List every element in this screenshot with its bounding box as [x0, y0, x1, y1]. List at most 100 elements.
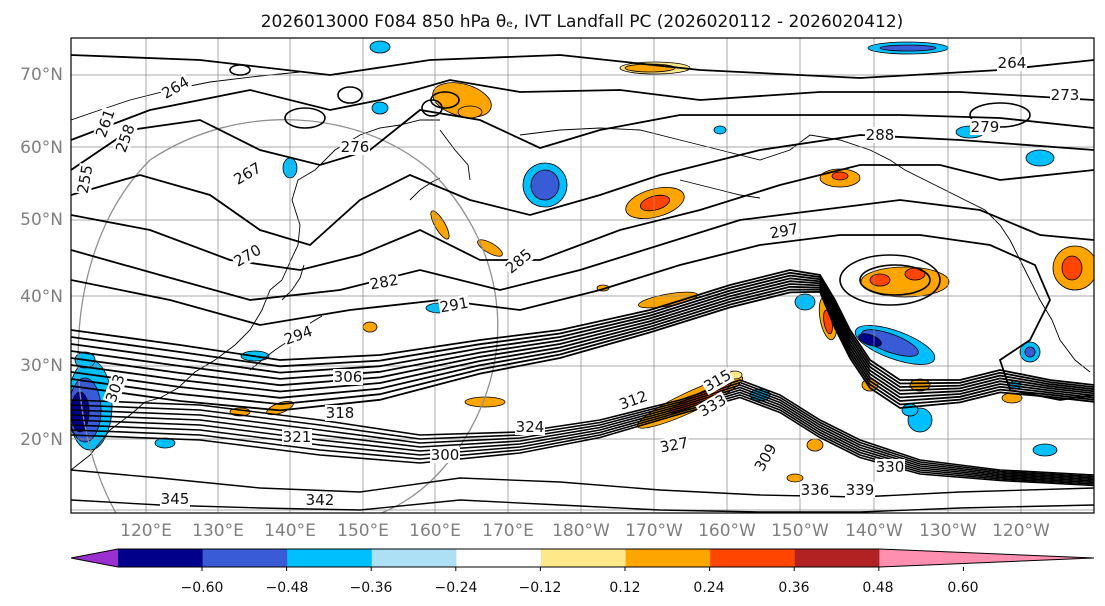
pc-anomaly-patch	[477, 239, 503, 257]
contour-label-halo	[74, 162, 96, 196]
contour-label-halo	[325, 405, 355, 421]
contour-label-halo	[970, 119, 1000, 135]
theta-e-contour	[71, 199, 1094, 301]
colorbar-segment	[794, 549, 880, 567]
lon-label: 130°W	[919, 521, 977, 541]
contour-label-halo	[751, 440, 781, 475]
pc-anomaly-patch	[713, 125, 727, 135]
colorbar-tick-labels: −0.60 −0.48 −0.36 −0.24 −0.12 0.12 0.24 …	[181, 580, 979, 596]
contour-label-halo	[282, 429, 312, 445]
theta-e-contour	[71, 109, 1094, 171]
colorbar-segment	[287, 549, 373, 567]
pc-anomaly-patch	[1032, 443, 1058, 457]
contour-label-halo	[515, 419, 545, 435]
contour-label: 324	[516, 418, 545, 436]
theta-e-contour	[71, 499, 1094, 513]
theta-e-contour	[71, 283, 1094, 399]
colorbar-segment	[371, 549, 457, 567]
contour-label: 291	[438, 294, 469, 317]
coastline	[71, 119, 440, 471]
contour-label: 321	[283, 428, 312, 446]
pc-anomaly-patch	[869, 273, 891, 287]
colorbar-tick-label: 0.36	[778, 580, 809, 596]
colorbar-tick-label: 0.60	[947, 580, 978, 596]
theta-e-contour	[71, 269, 1094, 386]
map-frame	[70, 37, 1095, 514]
theta-e-contour	[284, 107, 326, 129]
latitude-labels: 70°N 60°N 50°N 40°N 30°N 20°N	[20, 65, 63, 450]
theta-e-contour	[71, 274, 1094, 391]
pc-anomaly-patch	[806, 438, 824, 452]
lon-label: 160°W	[698, 521, 756, 541]
longitude-labels: 120°E 130°E 140°E 150°E 160°E 170°E 180°…	[120, 521, 1050, 541]
contour-label-halo	[845, 482, 875, 498]
contour-label: 318	[326, 404, 355, 422]
lat-label: 60°N	[20, 138, 63, 158]
pc-anomaly-patch	[371, 101, 389, 115]
pc-anomaly-patch	[858, 333, 882, 347]
contour-label: 330	[876, 458, 905, 476]
colorbar-tick-label: 0.24	[693, 580, 724, 596]
contour-label-halo	[158, 73, 193, 103]
theta-e-contour	[71, 277, 1094, 393]
pc-anomaly-patch	[530, 169, 560, 201]
lon-label: 140°E	[264, 521, 316, 541]
contour-label-halo	[657, 434, 691, 456]
pc-anomaly-patch	[786, 473, 804, 483]
map-panel: 2642672702642732762792852882972822912943…	[20, 37, 1095, 541]
contour-label-halo	[333, 369, 363, 385]
lat-label: 70°N	[20, 65, 63, 85]
colorbar-tick-label: −0.48	[266, 580, 309, 596]
theta-e-contour	[430, 91, 460, 109]
contour-label-halo	[92, 106, 118, 141]
pc-anomaly-patch	[879, 44, 937, 52]
theta-e-contour	[71, 288, 1094, 406]
contour-label-halo	[437, 294, 471, 316]
colorbar-tick-label: −0.36	[350, 580, 393, 596]
colorbar-outline	[70, 548, 1095, 568]
colorbar-segment	[625, 549, 711, 567]
contour-label-halo	[367, 271, 401, 293]
colorbar-tick-label: 0.12	[609, 580, 640, 596]
theta-e-contour	[71, 290, 1094, 412]
contour-label: 279	[971, 118, 1000, 136]
contour-label: 327	[658, 434, 689, 457]
contour-label: 342	[306, 491, 335, 509]
coastline	[439, 129, 471, 181]
pc-anomaly-patch	[369, 40, 391, 54]
contour-label-halo	[767, 220, 801, 242]
lon-label: 140°W	[845, 521, 903, 541]
lon-label: 120°E	[120, 521, 172, 541]
theta-e-contour	[859, 264, 931, 296]
contour-label: 297	[768, 220, 799, 243]
figure-title: 2026013000 F084 850 hPa θₑ, IVT Landfall…	[261, 12, 904, 32]
lon-label: 130°E	[192, 521, 244, 541]
theta-e-contour	[71, 285, 1094, 402]
contour-label: 300	[431, 446, 460, 464]
contour-label-halo	[865, 127, 895, 143]
colorbar-extend-max	[879, 549, 1094, 567]
pc-anomaly-patch	[639, 194, 671, 212]
contour-label-halo	[230, 241, 265, 271]
contour-label-halo	[616, 387, 651, 413]
lon-label: 160°E	[409, 521, 461, 541]
theta-e-contour	[839, 254, 941, 306]
colorbar-tick-label: −0.60	[181, 580, 224, 596]
pc-anomaly-patch	[1025, 149, 1055, 167]
lon-label: 170°E	[482, 521, 534, 541]
contour-label: 264	[998, 54, 1027, 72]
lon-label: 120°W	[992, 521, 1050, 541]
colorbar-extend-min	[71, 549, 118, 567]
lat-label: 40°N	[20, 287, 63, 307]
colorbar-tick-label: −0.24	[435, 580, 478, 596]
contour-label-halo	[340, 139, 370, 155]
contour-label-halo	[160, 491, 190, 507]
contour-label: 282	[368, 271, 399, 294]
contour-label-halo	[230, 159, 265, 189]
contour-label-halo	[695, 391, 730, 421]
theta-e-contour	[71, 79, 1094, 141]
coastline	[519, 127, 1011, 241]
theta-e-contour	[71, 469, 1094, 498]
theta-e-contour	[337, 86, 363, 104]
